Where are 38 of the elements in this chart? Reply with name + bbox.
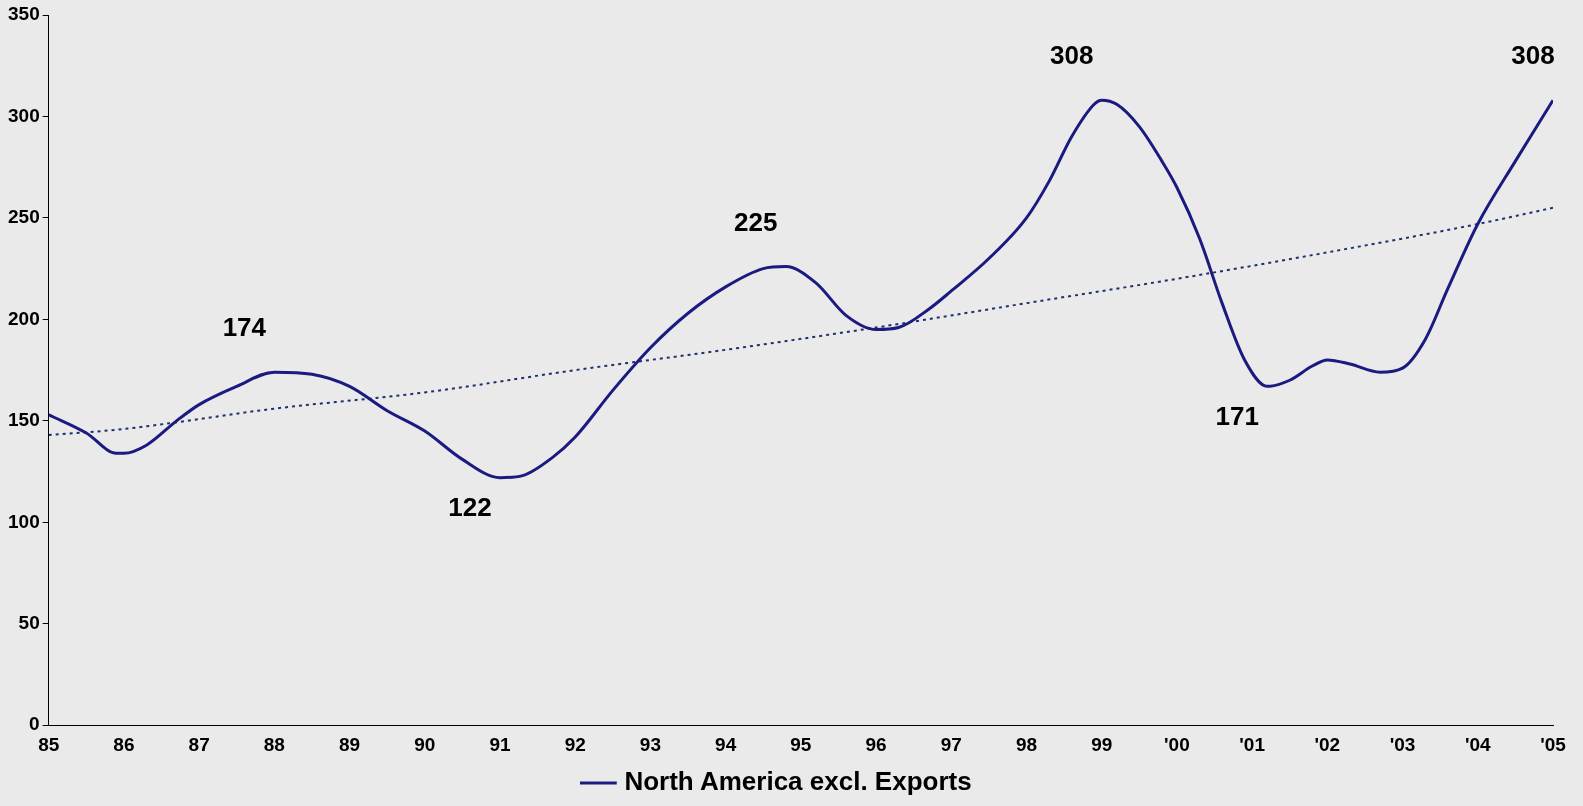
x-tick-label: '03 bbox=[1389, 733, 1416, 755]
x-tick-label: 99 bbox=[1091, 733, 1113, 755]
y-tick-label: 250 bbox=[8, 206, 40, 228]
x-tick-label: 88 bbox=[263, 733, 285, 755]
x-tick-label: 91 bbox=[489, 733, 511, 755]
annotation: 171 bbox=[1215, 400, 1259, 431]
x-tick-label: 93 bbox=[639, 733, 661, 755]
y-tick-label: 200 bbox=[8, 307, 40, 329]
x-tick-label: 97 bbox=[940, 733, 962, 755]
legend-label: North America excl. Exports bbox=[624, 766, 972, 797]
y-tick-label: 150 bbox=[8, 409, 40, 431]
line-series bbox=[48, 206, 1553, 437]
y-tick-label: 350 bbox=[8, 3, 40, 25]
annotation: 174 bbox=[222, 312, 267, 343]
x-tick-label: 90 bbox=[414, 733, 436, 755]
x-tick-label: '00 bbox=[1164, 733, 1190, 755]
x-tick-label: 85 bbox=[38, 733, 60, 755]
y-tick-label: 50 bbox=[18, 611, 40, 633]
x-tick-label: 86 bbox=[113, 733, 135, 755]
annotation: 225 bbox=[734, 206, 778, 237]
x-tick-label: 95 bbox=[790, 733, 812, 755]
x-tick-label: '05 bbox=[1540, 733, 1567, 755]
line-series bbox=[48, 98, 1553, 480]
y-tick-label: 100 bbox=[8, 510, 40, 532]
annotation: 308 bbox=[1050, 40, 1094, 71]
x-tick-label: 92 bbox=[564, 733, 586, 755]
y-tick-label: 0 bbox=[29, 713, 40, 735]
annotation: 308 bbox=[1511, 40, 1555, 71]
x-tick-label: 89 bbox=[338, 733, 361, 755]
annotation: 122 bbox=[448, 491, 492, 522]
x-tick-label: 87 bbox=[188, 733, 210, 755]
x-tick-label: '01 bbox=[1239, 733, 1266, 755]
x-tick-label: 94 bbox=[715, 733, 737, 755]
x-tick-label: '04 bbox=[1464, 733, 1492, 755]
x-tick-label: '02 bbox=[1314, 733, 1341, 755]
y-tick-label: 300 bbox=[8, 104, 40, 126]
x-tick-label: 96 bbox=[865, 733, 887, 755]
x-tick-label: 98 bbox=[1015, 733, 1038, 755]
